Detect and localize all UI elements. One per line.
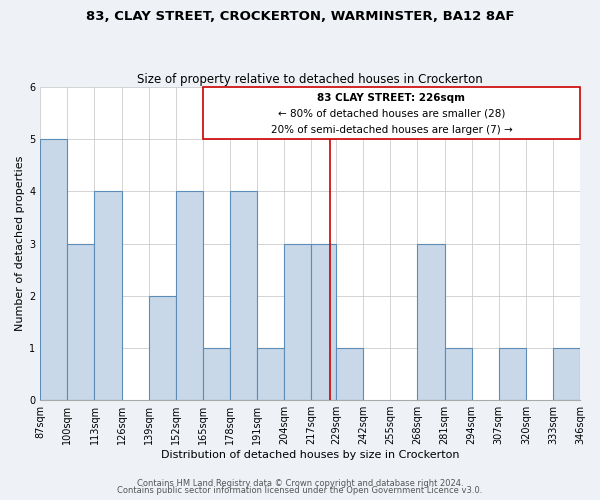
Bar bbox=[67, 244, 94, 400]
Bar bbox=[230, 192, 257, 400]
Bar bbox=[336, 348, 363, 400]
Bar bbox=[284, 244, 311, 400]
FancyBboxPatch shape bbox=[203, 87, 580, 140]
Text: 83, CLAY STREET, CROCKERTON, WARMINSTER, BA12 8AF: 83, CLAY STREET, CROCKERTON, WARMINSTER,… bbox=[86, 10, 514, 23]
Text: ← 80% of detached houses are smaller (28): ← 80% of detached houses are smaller (28… bbox=[278, 108, 505, 118]
Y-axis label: Number of detached properties: Number of detached properties bbox=[15, 156, 25, 332]
Bar bbox=[149, 296, 176, 400]
Text: Contains HM Land Registry data © Crown copyright and database right 2024.: Contains HM Land Registry data © Crown c… bbox=[137, 478, 463, 488]
Bar bbox=[499, 348, 526, 400]
Text: 20% of semi-detached houses are larger (7) →: 20% of semi-detached houses are larger (… bbox=[271, 125, 512, 135]
Bar bbox=[94, 192, 122, 400]
Text: Contains public sector information licensed under the Open Government Licence v3: Contains public sector information licen… bbox=[118, 486, 482, 495]
Bar bbox=[40, 140, 67, 400]
Bar bbox=[203, 348, 230, 400]
Bar bbox=[445, 348, 472, 400]
Bar bbox=[176, 192, 203, 400]
Bar bbox=[418, 244, 445, 400]
Bar bbox=[553, 348, 580, 400]
Bar bbox=[311, 244, 336, 400]
Text: 83 CLAY STREET: 226sqm: 83 CLAY STREET: 226sqm bbox=[317, 92, 466, 102]
Bar bbox=[257, 348, 284, 400]
Title: Size of property relative to detached houses in Crockerton: Size of property relative to detached ho… bbox=[137, 73, 483, 86]
X-axis label: Distribution of detached houses by size in Crockerton: Distribution of detached houses by size … bbox=[161, 450, 460, 460]
